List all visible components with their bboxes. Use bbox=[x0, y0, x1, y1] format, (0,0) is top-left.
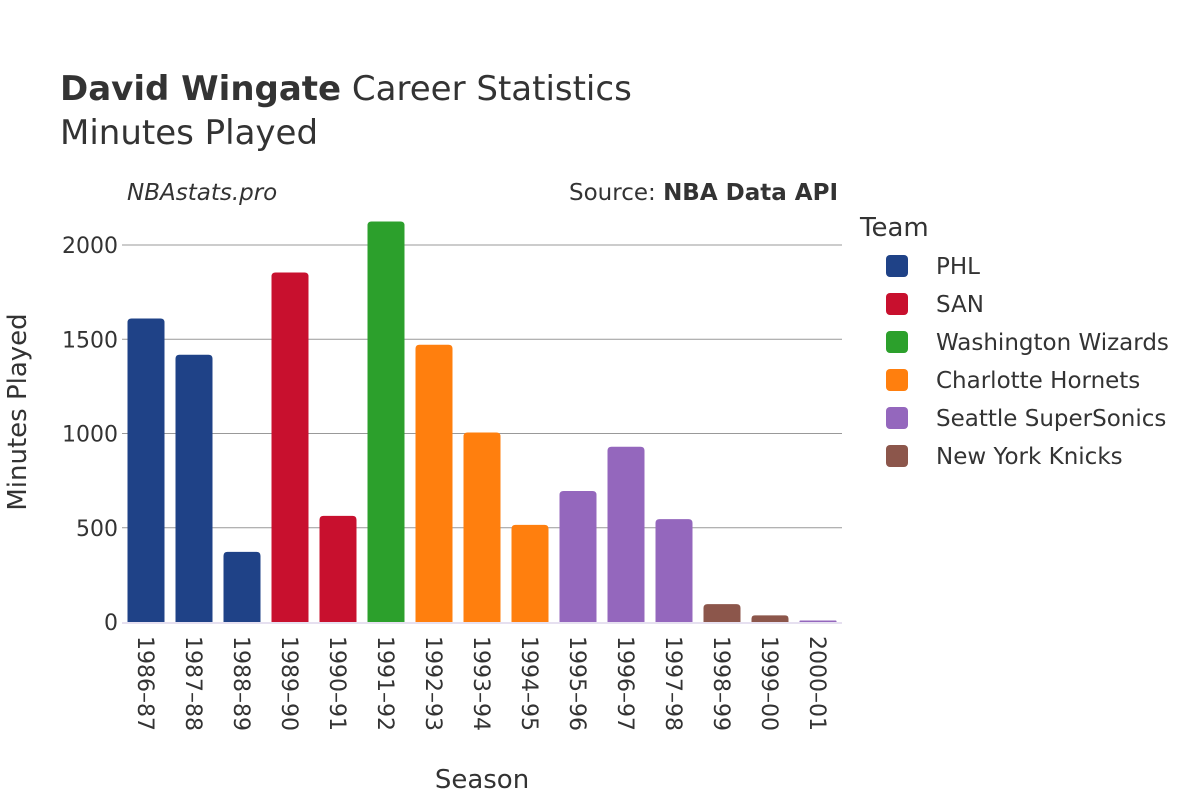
legend-swatch bbox=[886, 255, 908, 277]
bar-1989–90[interactable] bbox=[271, 272, 309, 622]
x-tick-label: 1994–95 bbox=[516, 636, 541, 731]
x-tick-label: 1993–94 bbox=[468, 636, 493, 731]
watermark: NBAstats.pro bbox=[127, 180, 277, 206]
bar-2000–01[interactable] bbox=[799, 620, 837, 622]
x-tick-label: 1986–87 bbox=[132, 636, 157, 731]
x-tick-label: 2000–01 bbox=[804, 636, 829, 731]
bar-1986–87[interactable] bbox=[127, 318, 165, 622]
legend-label[interactable]: Washington Wizards bbox=[936, 330, 1169, 356]
bar-1987–88[interactable] bbox=[175, 354, 213, 622]
title-rest: Career Statistics bbox=[341, 69, 632, 109]
bar-1988–89[interactable] bbox=[223, 551, 261, 622]
y-axis-ticks: 0 500 1000 1500 2000 bbox=[62, 234, 118, 636]
source-prefix: Source: bbox=[569, 180, 663, 206]
x-tick-label: 1996–97 bbox=[612, 636, 637, 731]
bar-1998–99[interactable] bbox=[703, 604, 741, 622]
bar-1997–98[interactable] bbox=[655, 519, 693, 622]
x-tick-label: 1991–92 bbox=[372, 636, 397, 731]
source-name: NBA Data API bbox=[663, 180, 838, 206]
bar-1992–93[interactable] bbox=[415, 344, 453, 622]
bar-1996–97[interactable] bbox=[607, 446, 645, 622]
y-tick-label: 1500 bbox=[62, 328, 118, 353]
x-tick-label: 1989–90 bbox=[276, 636, 301, 731]
x-tick-label: 1990–91 bbox=[324, 636, 349, 731]
legend-label[interactable]: Seattle SuperSonics bbox=[936, 406, 1166, 432]
x-tick-label: 1992–93 bbox=[420, 636, 445, 731]
bar-1994–95[interactable] bbox=[511, 524, 549, 622]
legend-title: Team bbox=[859, 213, 929, 243]
legend-label[interactable]: New York Knicks bbox=[936, 444, 1123, 470]
y-tick-label: 2000 bbox=[62, 234, 118, 259]
y-tick-label: 500 bbox=[76, 517, 118, 542]
bar-1991–92[interactable] bbox=[367, 221, 405, 622]
x-tick-label: 1997–98 bbox=[660, 636, 685, 731]
legend-label[interactable]: PHL bbox=[936, 254, 980, 280]
x-tick-label: 1987–88 bbox=[180, 636, 205, 731]
legend-swatch bbox=[886, 445, 908, 467]
y-tick-label: 0 bbox=[104, 611, 118, 636]
chart-subtitle: Minutes Played bbox=[60, 113, 318, 153]
bars bbox=[127, 221, 837, 622]
x-axis-ticks: 1986–87 1987–88 1988–89 1989–90 1990–91 1991–… bbox=[132, 636, 829, 731]
bar-1999–00[interactable] bbox=[751, 615, 789, 622]
y-axis-label: Minutes Played bbox=[3, 313, 33, 510]
x-axis-label: Season bbox=[435, 765, 529, 795]
legend-swatch bbox=[886, 407, 908, 429]
x-tick-label: 1995–96 bbox=[564, 636, 589, 731]
bar-1993–94[interactable] bbox=[463, 432, 501, 622]
x-tick-label: 1999–00 bbox=[756, 636, 781, 731]
bar-1995–96[interactable] bbox=[559, 490, 597, 622]
legend-label[interactable]: Charlotte Hornets bbox=[936, 368, 1140, 394]
source-label: Source: NBA Data API bbox=[569, 180, 838, 206]
legend-label[interactable]: SAN bbox=[936, 292, 984, 318]
x-tick-label: 1988–89 bbox=[228, 636, 253, 731]
chart-title: David Wingate Career Statistics bbox=[60, 69, 632, 109]
x-tick-label: 1998–99 bbox=[708, 636, 733, 731]
legend-swatch bbox=[886, 331, 908, 353]
grid-lines bbox=[122, 244, 842, 624]
legend: PHL SAN Washington Wizards Charlotte Hornet… bbox=[886, 254, 1169, 470]
legend-swatch bbox=[886, 369, 908, 391]
title-player: David Wingate bbox=[60, 69, 341, 109]
legend-swatch bbox=[886, 293, 908, 315]
y-tick-label: 1000 bbox=[62, 423, 118, 448]
bar-1990–91[interactable] bbox=[319, 515, 357, 622]
